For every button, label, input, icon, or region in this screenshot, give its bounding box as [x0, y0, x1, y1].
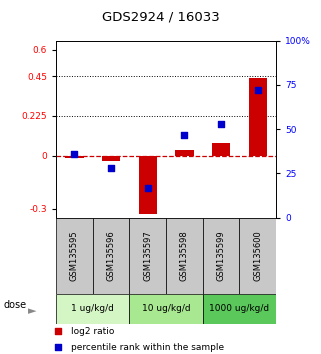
Text: GSM135600: GSM135600 — [253, 230, 262, 281]
Bar — [203, 294, 276, 324]
Bar — [166, 218, 203, 294]
Text: GSM135597: GSM135597 — [143, 230, 152, 281]
Bar — [93, 218, 129, 294]
Text: GDS2924 / 16033: GDS2924 / 16033 — [102, 11, 219, 24]
Text: 10 ug/kg/d: 10 ug/kg/d — [142, 304, 190, 313]
Text: log2 ratio: log2 ratio — [72, 327, 115, 336]
Point — [72, 151, 77, 157]
Bar — [129, 218, 166, 294]
Bar — [203, 218, 239, 294]
Point — [145, 185, 150, 190]
Point — [55, 344, 60, 350]
Text: GSM135598: GSM135598 — [180, 230, 189, 281]
Text: 1000 ug/kg/d: 1000 ug/kg/d — [209, 304, 269, 313]
Text: ►: ► — [28, 306, 36, 316]
Text: GSM135599: GSM135599 — [217, 230, 226, 281]
Bar — [102, 156, 120, 161]
Bar — [239, 218, 276, 294]
Bar — [175, 150, 194, 156]
Text: percentile rank within the sample: percentile rank within the sample — [72, 343, 225, 352]
Text: GSM135595: GSM135595 — [70, 230, 79, 281]
Point — [182, 132, 187, 137]
Point — [55, 329, 60, 334]
Bar — [139, 156, 157, 214]
Bar — [248, 78, 267, 156]
Point — [255, 87, 260, 93]
Text: dose: dose — [3, 300, 26, 310]
Bar — [56, 218, 93, 294]
Text: 1 ug/kg/d: 1 ug/kg/d — [71, 304, 114, 313]
Bar — [56, 294, 129, 324]
Point — [219, 121, 224, 127]
Point — [108, 165, 114, 171]
Bar — [212, 143, 230, 156]
Text: GSM135596: GSM135596 — [107, 230, 116, 281]
Bar — [65, 156, 84, 158]
Bar — [129, 294, 203, 324]
